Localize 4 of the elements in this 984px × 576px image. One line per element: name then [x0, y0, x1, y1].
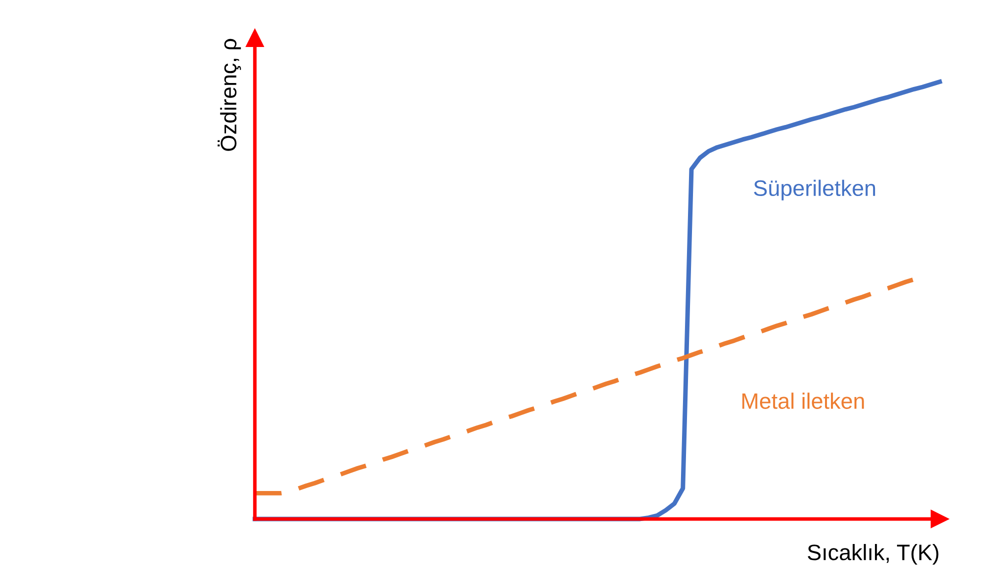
text: Metal iletken	[742, 392, 864, 409]
series-label: Süperiletken	[754, 180, 876, 200]
y-axis-title: Özdirenç, ρ	[218, 38, 241, 151]
x-axis-title: Sıcaklık, T(K)	[808, 544, 938, 565]
